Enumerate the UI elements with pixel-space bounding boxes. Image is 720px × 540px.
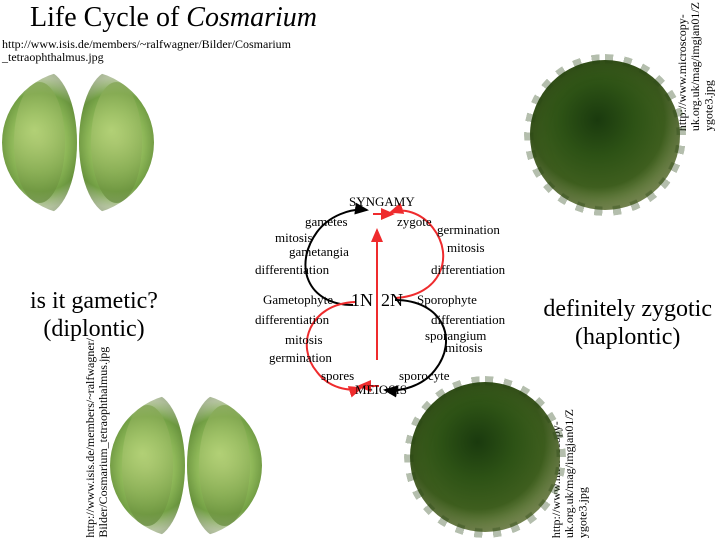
- cycle-ploidy-2n: 2N: [381, 290, 403, 311]
- answer-line: definitely zygotic: [543, 296, 712, 324]
- url-line: ygote3.jpg: [702, 80, 716, 131]
- url-line: ygote3.jpg: [576, 487, 590, 538]
- cycle-label: mitosis: [445, 340, 483, 356]
- cycle-label-meiosis: MEIOSIS: [355, 382, 407, 398]
- url-line: _tetraophthalmus.jpg: [2, 51, 291, 64]
- zygote-image: [530, 60, 680, 210]
- cosmarium-cell-image: [110, 393, 262, 538]
- image-url-bottom-left: http://www.isis.de/members/~ralfwagner/ …: [84, 338, 110, 538]
- cycle-label: mitosis: [285, 332, 323, 348]
- cycle-label: differentiation: [431, 262, 505, 278]
- question-left: is it gametic? (diplontic): [30, 288, 158, 343]
- cycle-label: spores: [321, 368, 354, 384]
- cosmarium-cell-image: [2, 70, 154, 215]
- answer-right: definitely zygotic (haplontic): [543, 296, 712, 351]
- page-title: Life Cycle of Cosmarium: [30, 2, 317, 34]
- cycle-label: differentiation: [255, 262, 329, 278]
- cycle-label: gametangia: [289, 244, 349, 260]
- cycle-label: zygote: [397, 214, 432, 230]
- title-genus: Cosmarium: [186, 2, 317, 33]
- zygote-image: [410, 382, 560, 532]
- life-cycle-diagram: SYNGAMY MEIOSIS 1N 2N Gametophyte Sporop…: [245, 200, 505, 390]
- cycle-label: germination: [437, 222, 500, 238]
- cycle-ploidy-1n: 1N: [351, 290, 373, 311]
- cycle-label: mitosis: [447, 240, 485, 256]
- title-prefix: Life Cycle of: [30, 2, 186, 33]
- cycle-label: sporocyte: [399, 368, 450, 384]
- url-line: http://www.isis.de/members/~ralfwagner/: [83, 338, 97, 538]
- answer-line: (haplontic): [543, 324, 712, 352]
- cycle-label: germination: [269, 350, 332, 366]
- cycle-label: differentiation: [255, 312, 329, 328]
- cycle-label-gametophyte: Gametophyte: [263, 292, 333, 308]
- cycle-label-sporophyte: Sporophyte: [417, 292, 477, 308]
- cycle-label-syngamy: SYNGAMY: [349, 194, 415, 210]
- cycle-label: gametes: [305, 214, 348, 230]
- question-line: is it gametic?: [30, 288, 158, 316]
- image-url-top-left: http://www.isis.de/members/~ralfwagner/B…: [2, 38, 291, 64]
- cycle-label: differentiation: [431, 312, 505, 328]
- url-line: Bilder/Cosmarium_tetraophthalmus.jpg: [96, 347, 110, 538]
- question-line: (diplontic): [30, 316, 158, 344]
